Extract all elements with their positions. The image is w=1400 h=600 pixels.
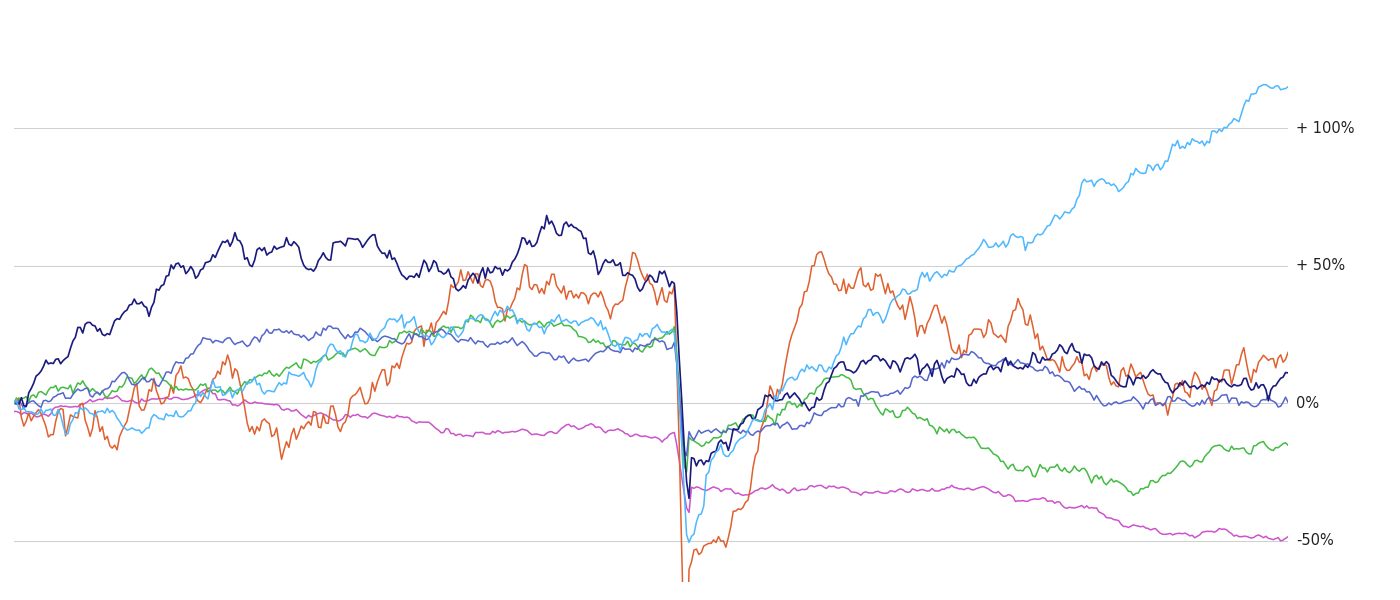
Text: 0%: 0% (1296, 395, 1319, 410)
Text: + 100%: + 100% (1296, 121, 1355, 136)
Text: + 50%: + 50% (1296, 258, 1345, 273)
Text: -50%: -50% (1296, 533, 1334, 548)
